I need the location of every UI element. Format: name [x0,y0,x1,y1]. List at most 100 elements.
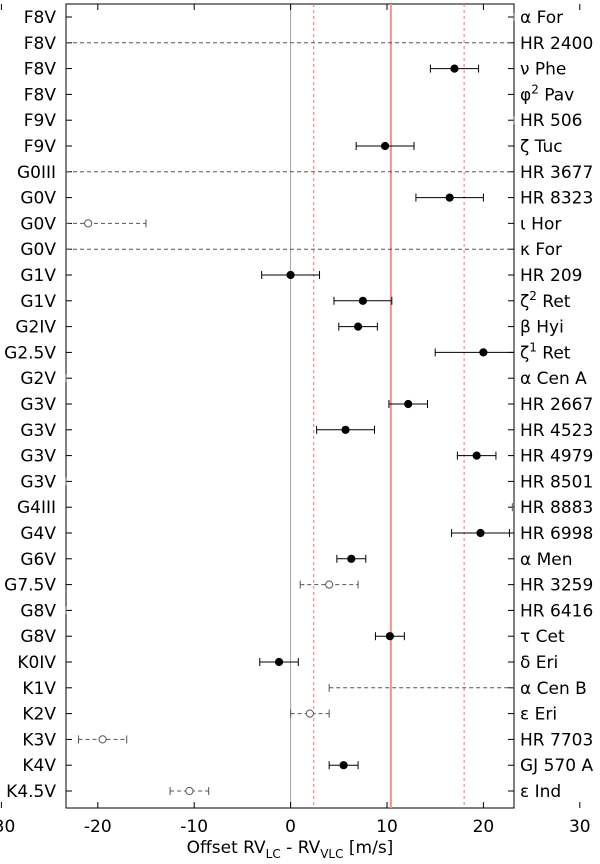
data-row: G3V HR 8501 [20,472,593,492]
filled-point [404,399,413,409]
star-name-label: α Cen A [520,369,587,389]
star-name-label: α Cen B [520,679,587,699]
x-tick-label: 30 [569,817,591,837]
spectral-type-label: G8V [20,601,56,621]
data-row: G7.5V HR 3259 [4,576,593,596]
star-name-label: HR 2667 [520,395,593,415]
spectral-type-label: F8V [24,85,57,105]
star-name-label: HR 3677 [520,163,593,183]
data-row: F8V ν Phe [24,60,567,80]
data-row: G1V ζ2 Ret [20,289,570,312]
x-tick-label: 0 [285,817,296,837]
data-row: G2.5V ζ1 Ret [4,340,571,363]
spectral-type-label: G2IV [15,318,56,338]
spectral-type-label: G7.5V [4,576,56,596]
spectral-type-label: G2.5V [4,343,56,363]
spectral-type-label: K4V [22,756,56,776]
data-row: G0V ι Hor [20,214,561,234]
spectral-type-label: K1V [22,679,56,699]
spectral-type-label: K4.5V [6,782,56,802]
data-row: F9V ζ Tuc [24,137,563,157]
x-tick-label: -20 [84,817,112,837]
spectral-type-label: G2V [20,369,56,389]
spectral-type-label: F8V [24,60,57,80]
data-row: K4.5V ε Ind [6,782,561,802]
filled-point [385,632,394,641]
filled-point [358,296,367,305]
star-name-label: HR 3259 [520,576,593,596]
filled-point [445,193,454,202]
star-name-label: ζ Tuc [520,137,563,157]
spectral-type-label: G0III [17,163,56,183]
filled-point [472,451,481,460]
data-row: F9V HR 506 [24,111,583,131]
data-row: G1V HR 209 [20,266,582,286]
star-name-label: HR 8323 [520,189,593,209]
star-name-label: HR 7703 [520,730,593,750]
spectral-type-label: G4V [20,524,56,544]
spectral-type-label: G1V [20,266,56,286]
x-tick-label: -30 [0,817,15,837]
open-point [305,709,314,718]
data-row: G8V HR 6416 [20,601,593,621]
x-tick-label: -10 [180,817,208,837]
data-row: K0IV δ Eri [17,653,558,673]
star-name-label: HR 6416 [520,601,593,621]
star-name-label: α For [520,8,563,28]
spectral-type-label: G0V [20,214,56,234]
spectral-type-label: G1V [20,292,56,312]
data-row: F8V HR 2400 [24,34,594,54]
filled-point [353,322,363,331]
spectral-type-label: G3V [20,447,56,467]
star-name-label: HR 4523 [520,421,593,441]
spectral-type-label: G3V [20,421,56,441]
spectral-type-label: F9V [24,137,57,157]
spectral-type-label: G4III [17,498,56,518]
reference-lines [290,4,465,808]
x-tick-label: 10 [376,817,398,837]
spectral-type-label: K2V [22,705,56,725]
filled-point [476,528,485,538]
data-row: G6V α Men [20,550,572,570]
open-point [84,219,93,228]
data-row: K3V HR 7703 [22,730,593,750]
data-row: G3V HR 4523 [20,421,593,441]
filled-point [380,141,390,151]
data-row: G3V HR 4979 [20,447,593,467]
data-row: K1V α Cen B [22,679,587,699]
filled-point [274,657,284,667]
star-name-label: κ For [520,240,562,260]
open-point [325,580,334,589]
star-name-label: τ Cet [520,627,565,647]
spectral-type-label: G0V [20,189,56,209]
star-name-label: δ Eri [520,653,558,673]
star-name-label: ζ1 Ret [520,340,571,363]
star-name-label: GJ 570 A [520,756,593,776]
data-row: K4V GJ 570 A [22,756,593,776]
filled-point [347,554,356,563]
star-name-label: ι Hor [520,214,561,234]
star-name-label: β Hyi [520,318,564,338]
open-point [98,735,107,744]
star-name-label: HR 8501 [520,472,593,492]
data-row: G2IV β Hyi [15,318,563,338]
open-point [185,786,194,796]
spectral-type-label: K3V [22,730,56,750]
x-axis-title: Offset RVLC - RVVLC [m/s] [187,838,394,861]
spectral-type-label: F8V [24,8,57,28]
data-row: K2V ε Eri [22,705,557,725]
star-name-label: HR 8883 [520,498,593,518]
data-row: G8V τ Cet [20,627,565,647]
data-row: G4V HR 6998 [20,524,593,544]
data-row: G2V α Cen A [20,369,587,389]
data-row: F8V α For [24,8,563,28]
data-row: G4III HR 8883 [17,498,593,518]
filled-point [339,761,348,770]
spectral-type-label: G3V [20,395,56,415]
spectral-type-label: K0IV [17,653,56,673]
spectral-type-label: G6V [20,550,56,570]
spectral-type-label: F9V [24,111,57,131]
star-name-label: ζ2 Ret [520,289,571,312]
